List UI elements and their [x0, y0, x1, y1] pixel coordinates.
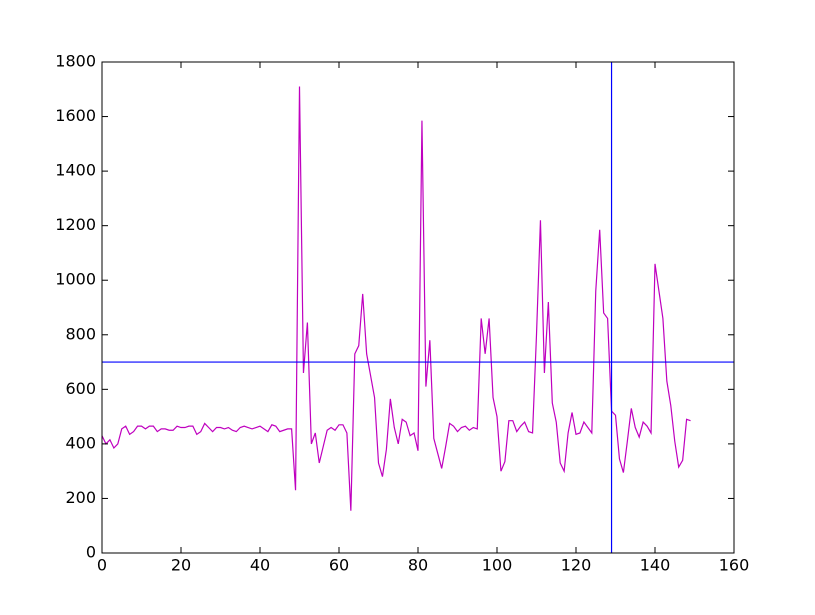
x-tick-label: 80 [408, 556, 428, 575]
data-line [101, 86, 691, 511]
y-tick-label: 1400 [55, 161, 96, 180]
x-tick-label: 120 [561, 556, 592, 575]
x-tick-label: 0 [97, 556, 107, 575]
y-tick-label: 1200 [55, 215, 96, 234]
x-tick-label: 60 [329, 556, 349, 575]
y-tick-label: 200 [65, 488, 96, 507]
x-tick-label: 160 [719, 556, 750, 575]
y-tick-label: 1000 [55, 270, 96, 289]
x-tick-label: 20 [171, 556, 191, 575]
y-tick-label: 400 [65, 433, 96, 452]
y-tick-label: 600 [65, 379, 96, 398]
y-tick-label: 1600 [55, 106, 96, 125]
y-tick-label: 800 [65, 324, 96, 343]
x-tick-label: 100 [482, 556, 513, 575]
y-tick-label: 1800 [55, 52, 96, 71]
x-tick-label: 140 [640, 556, 671, 575]
x-tick-label: 40 [250, 556, 270, 575]
y-tick-label: 0 [86, 543, 96, 562]
